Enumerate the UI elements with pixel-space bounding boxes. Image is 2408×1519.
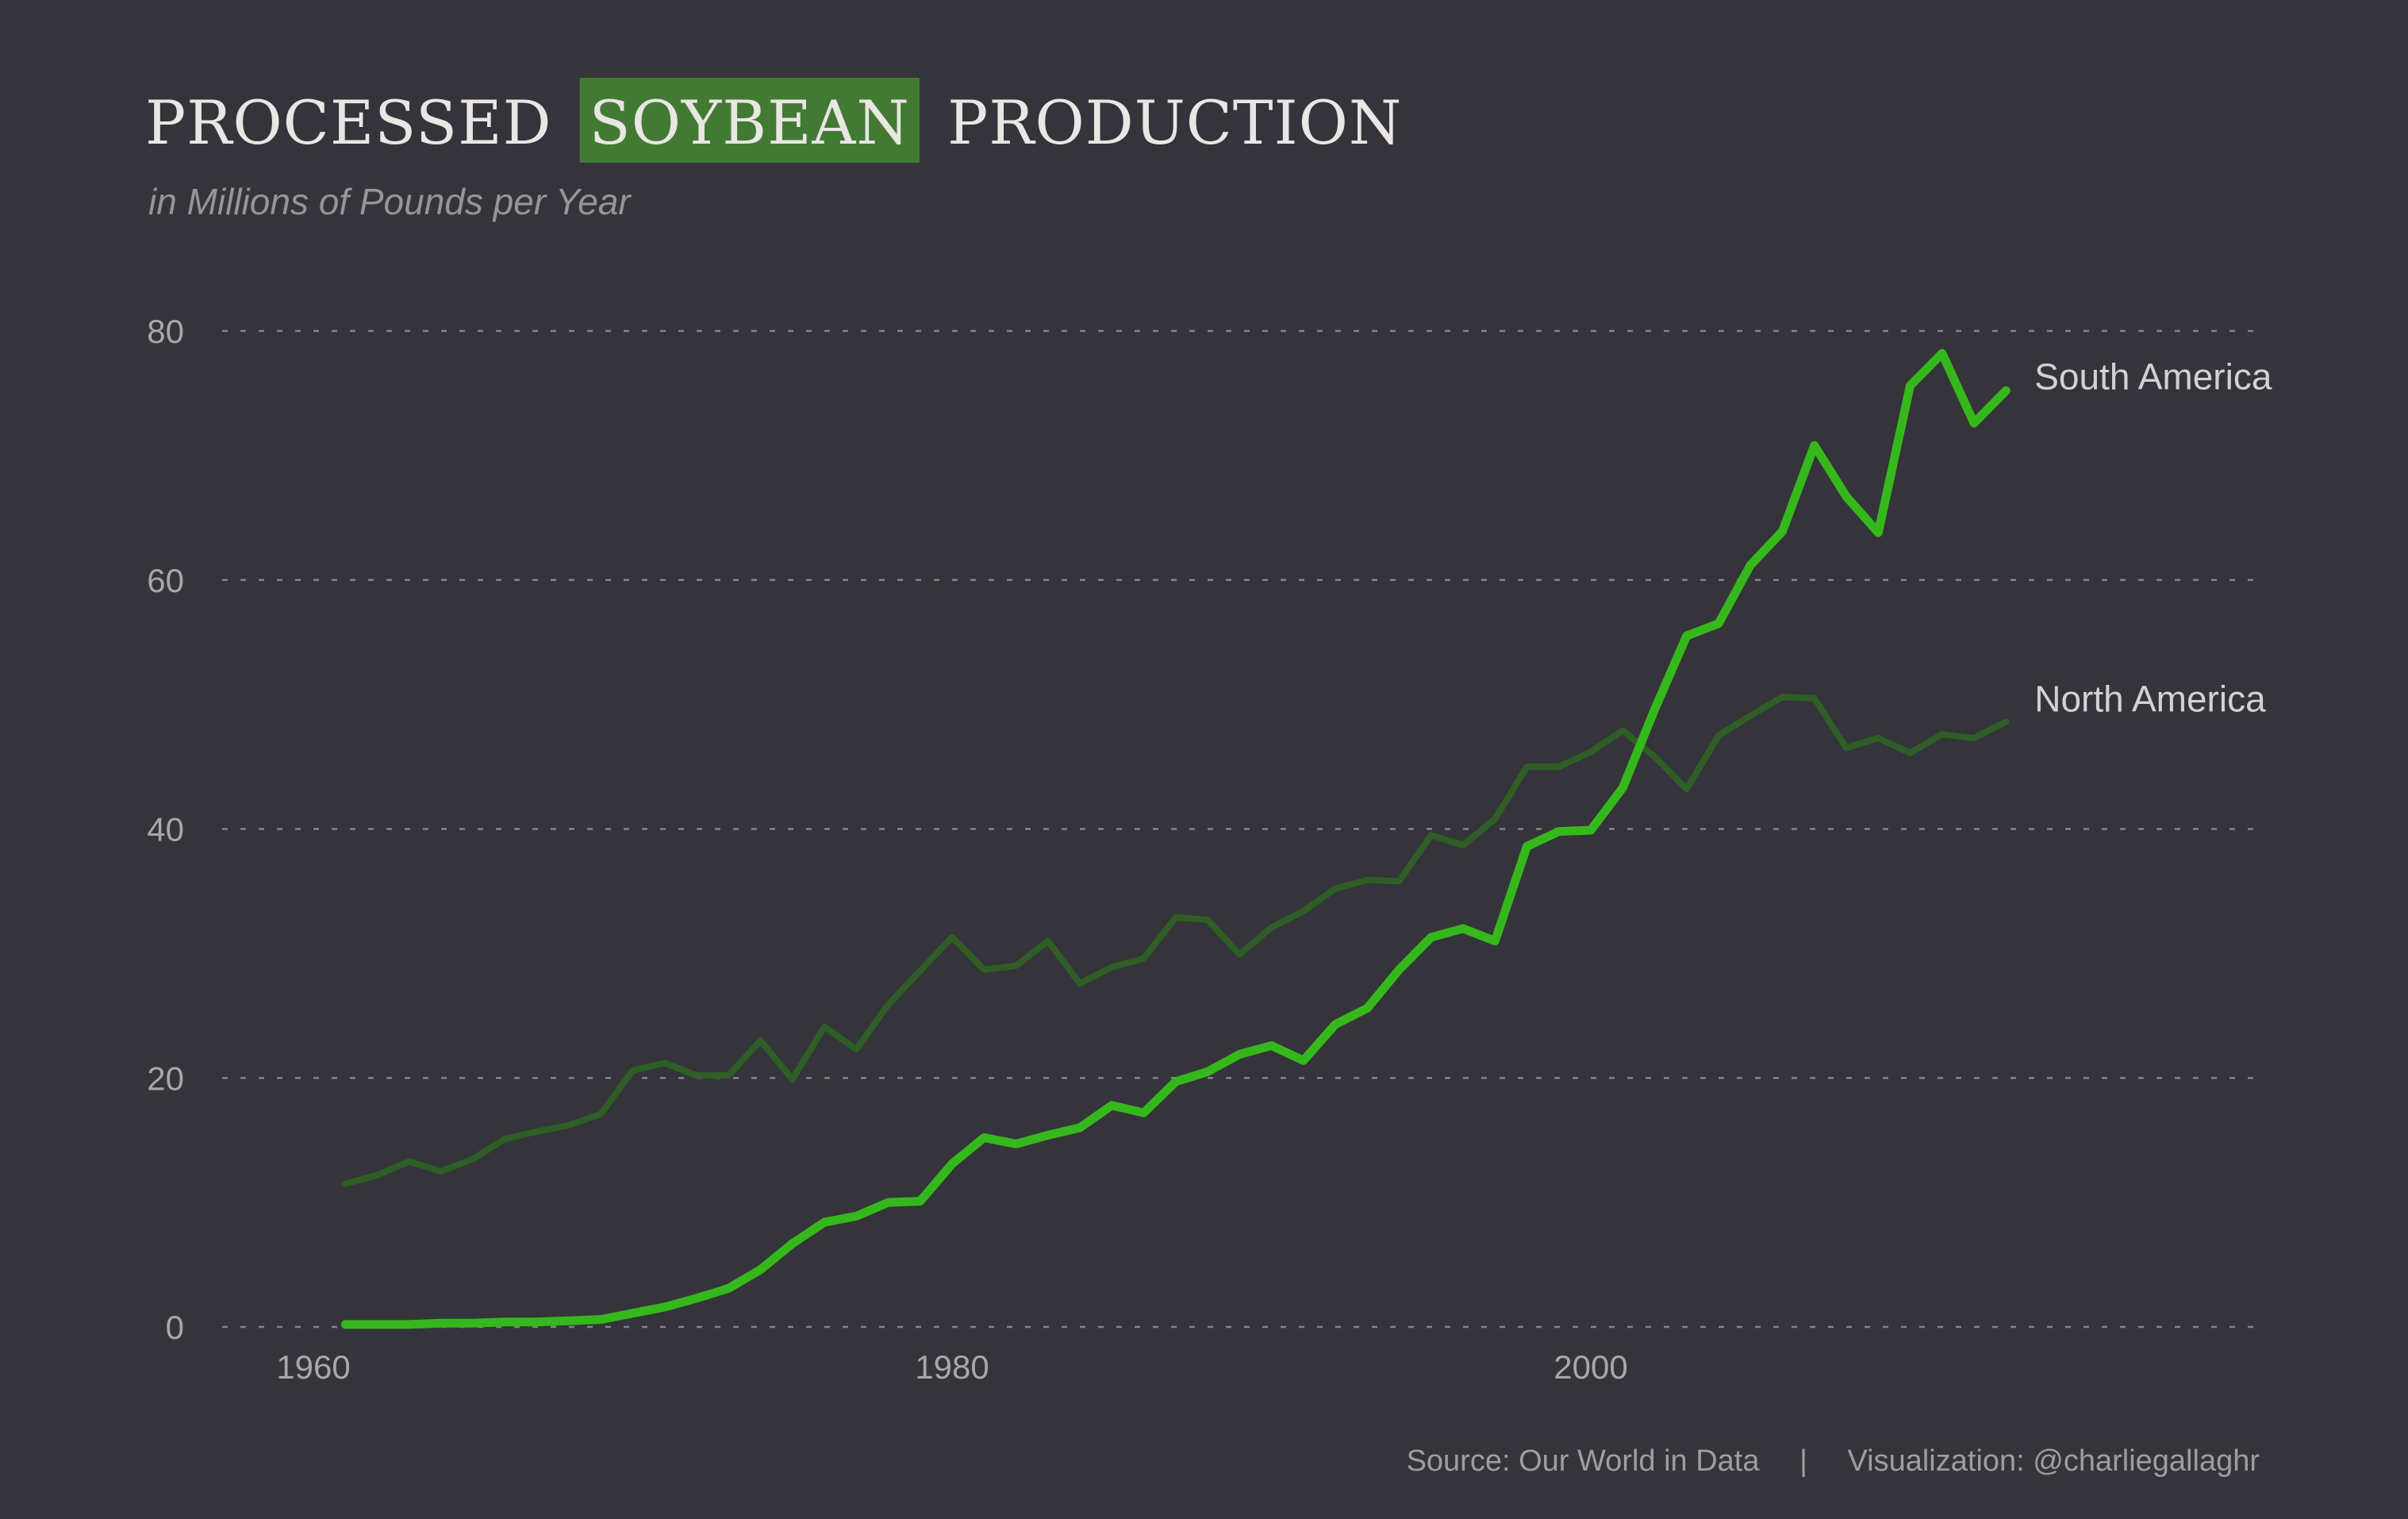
caption-separator: | <box>1799 1444 1807 1478</box>
caption-source: Source: Our World in Data <box>1407 1444 1761 1478</box>
source-caption: Source: Our World in Data | Visualizatio… <box>1407 1444 2260 1478</box>
x-tick-label-1960: 1960 <box>276 1348 350 1386</box>
title-word-after: PRODUCTION <box>947 87 1402 158</box>
caption-credit: Visualization: @charliegallaghr <box>1848 1444 2260 1478</box>
y-tick-label-40: 40 <box>147 811 184 848</box>
gridlines <box>222 329 2261 1329</box>
title-highlight-background <box>579 78 920 163</box>
title-word-highlight: SOYBEAN <box>590 87 910 158</box>
series-lines <box>340 348 2011 1329</box>
x-axis-ticks: 1960 1980 2000 <box>276 1348 1627 1386</box>
series-labels: North America South America <box>2034 356 2272 719</box>
y-axis-ticks: 0 20 40 60 80 <box>147 313 184 1346</box>
x-tick-label-2000: 2000 <box>1553 1348 1627 1386</box>
series-line-south-america <box>340 348 2011 1329</box>
chart-title: PROCESSED SOYBEAN PRODUCTION <box>145 87 1402 158</box>
series-label-south-america: South America <box>2034 356 2272 397</box>
y-tick-label-60: 60 <box>147 562 184 599</box>
y-tick-label-20: 20 <box>147 1059 184 1097</box>
series-label-north-america: North America <box>2034 679 2266 720</box>
series-line-north-america <box>342 694 2010 1187</box>
chart-subtitle: in Millions of Pounds per Year <box>148 181 632 222</box>
title-word-before: PROCESSED <box>145 87 552 158</box>
y-tick-label-80: 80 <box>147 313 184 350</box>
y-tick-label-0: 0 <box>166 1309 184 1346</box>
x-tick-label-1980: 1980 <box>915 1348 989 1386</box>
